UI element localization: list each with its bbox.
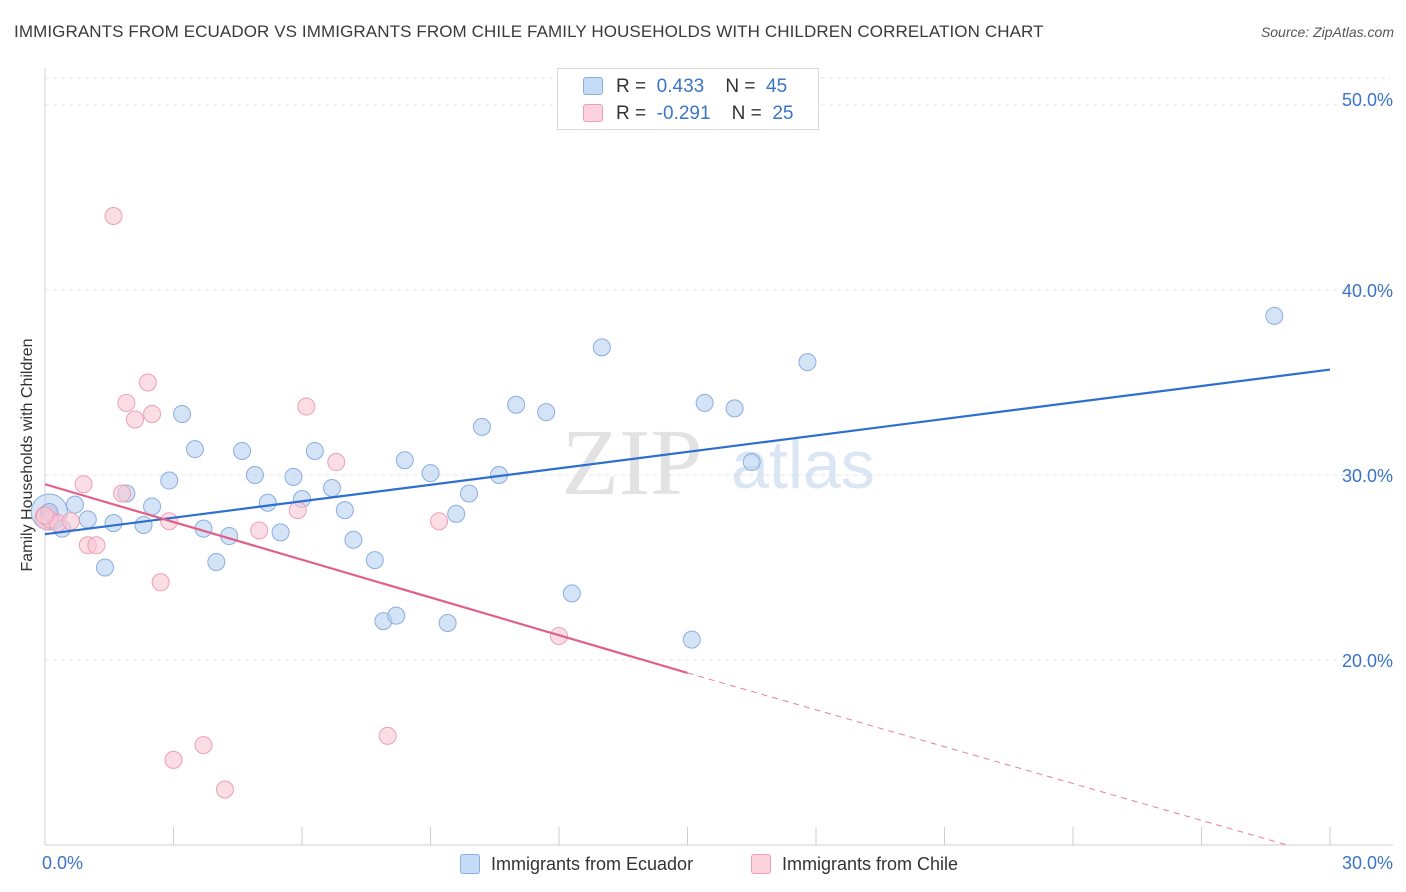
ecuador-point xyxy=(438,614,457,632)
y-tick-label: 20.0% xyxy=(1342,651,1393,671)
ecuador-point xyxy=(271,523,290,542)
ecuador-point xyxy=(322,478,341,497)
ecuador-point xyxy=(447,504,466,523)
ecuador-point xyxy=(421,464,440,483)
y-tick-label: 40.0% xyxy=(1342,281,1393,301)
legend-r-value-ecuador: 0.433 xyxy=(656,76,705,97)
ecuador-point xyxy=(207,552,226,571)
ecuador-point xyxy=(537,403,556,422)
trend-line-ecuador xyxy=(44,368,1331,536)
ecuador-point xyxy=(185,440,204,459)
legend-n-value-ecuador: 45 xyxy=(766,76,788,97)
trend-lines xyxy=(44,368,1331,846)
ecuador-point xyxy=(742,453,761,472)
chile-point xyxy=(297,397,316,416)
chile-point xyxy=(74,475,93,494)
chile-point xyxy=(151,573,170,592)
legend-n-label: N = xyxy=(725,76,756,97)
ecuador-point xyxy=(798,353,817,372)
bottom-legend-label-chile: Immigrants from Chile xyxy=(782,853,959,874)
legend-r-label: R = xyxy=(616,103,647,124)
x-tick-label: 0.0% xyxy=(42,853,83,873)
ecuador-point xyxy=(305,441,324,460)
chile-point xyxy=(61,512,80,531)
watermark-zip: ZIP xyxy=(562,411,703,515)
y-tick-label: 50.0% xyxy=(1342,90,1393,110)
legend-n-label: N = xyxy=(731,103,762,124)
ecuador-point xyxy=(134,515,153,534)
legend-r-label: R = xyxy=(616,76,647,97)
ecuador-point xyxy=(65,495,84,514)
chile-point xyxy=(143,404,162,423)
ecuador-point xyxy=(173,404,192,423)
ecuador-point xyxy=(695,393,714,412)
chile-point xyxy=(117,393,136,412)
ecuador-point xyxy=(143,497,162,516)
source-label: Source: ZipAtlas.com xyxy=(1260,24,1394,40)
trend-line-chile-extension xyxy=(687,672,1288,846)
legend-swatch-chile xyxy=(583,104,603,122)
chile-point xyxy=(164,750,183,769)
chile-point xyxy=(104,207,123,225)
chile-point xyxy=(288,501,307,520)
trend-line-chile xyxy=(44,483,688,675)
chile-point xyxy=(87,536,106,555)
chile-point xyxy=(327,453,346,472)
ecuador-point xyxy=(78,510,97,529)
y-tick-label: 30.0% xyxy=(1342,466,1393,486)
chile-point xyxy=(194,736,213,755)
bottom-legend-ecuador[interactable]: Immigrants from Ecuador xyxy=(460,852,693,876)
tick-labels: 20.0% 30.0% 40.0% 50.0% 0.0% 30.0% xyxy=(42,90,1393,873)
ecuador-point xyxy=(245,466,264,484)
ecuador-point xyxy=(682,630,701,649)
ecuador-point xyxy=(160,471,179,490)
ecuador-point xyxy=(725,399,744,418)
ecuador-point xyxy=(258,493,277,512)
ecuador-point xyxy=(395,451,414,470)
ecuador-point xyxy=(344,530,363,549)
ecuador-point xyxy=(507,395,526,414)
chile-point xyxy=(378,726,397,745)
chile-point xyxy=(125,410,144,429)
bottom-legend-label-ecuador: Immigrants from Ecuador xyxy=(491,853,694,874)
legend-swatch-ecuador xyxy=(583,77,603,95)
chile-point xyxy=(36,506,54,525)
legend-n-value-chile: 25 xyxy=(772,103,794,124)
ecuador-point xyxy=(284,467,303,486)
ecuador-point xyxy=(104,514,123,533)
chile-point xyxy=(138,373,157,392)
watermark: ZIP atlas xyxy=(562,411,875,515)
bottom-legend-swatch-chile xyxy=(751,854,771,874)
bottom-legend-swatch-ecuador xyxy=(460,854,480,874)
ecuador-point xyxy=(233,441,252,460)
ecuador-point xyxy=(472,417,491,436)
stats-legend: R = 0.433 N = 45 R = -0.291 N = 25 xyxy=(557,68,819,130)
chile-point xyxy=(113,484,132,503)
ecuador-point xyxy=(460,484,479,503)
ecuador-point xyxy=(592,338,611,357)
ecuador-point xyxy=(335,501,354,520)
x-tick-label: 30.0% xyxy=(1342,853,1393,873)
grid-lines xyxy=(45,77,1390,661)
chart-title: IMMIGRANTS FROM ECUADOR VS IMMIGRANTS FR… xyxy=(14,22,1044,41)
ecuador-point xyxy=(1265,306,1284,325)
chile-point xyxy=(215,780,234,799)
ecuador-point xyxy=(562,584,581,603)
bottom-legend-chile[interactable]: Immigrants from Chile xyxy=(751,852,958,876)
ecuador-point xyxy=(387,606,406,625)
ecuador-point xyxy=(365,551,384,570)
ecuador-point xyxy=(95,558,114,577)
chile-point xyxy=(430,512,449,531)
chile-point xyxy=(250,521,269,540)
legend-r-value-chile: -0.291 xyxy=(656,103,711,124)
data-points xyxy=(30,207,1284,799)
axes xyxy=(44,68,1393,846)
